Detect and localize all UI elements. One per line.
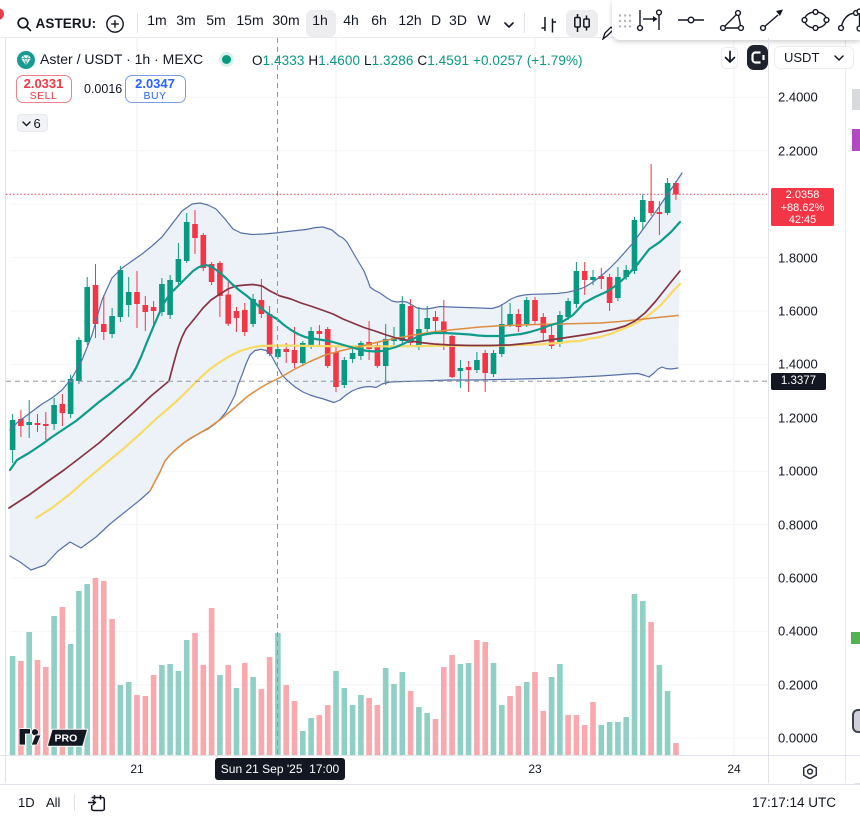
svg-text:PRO: PRO [55,733,78,745]
